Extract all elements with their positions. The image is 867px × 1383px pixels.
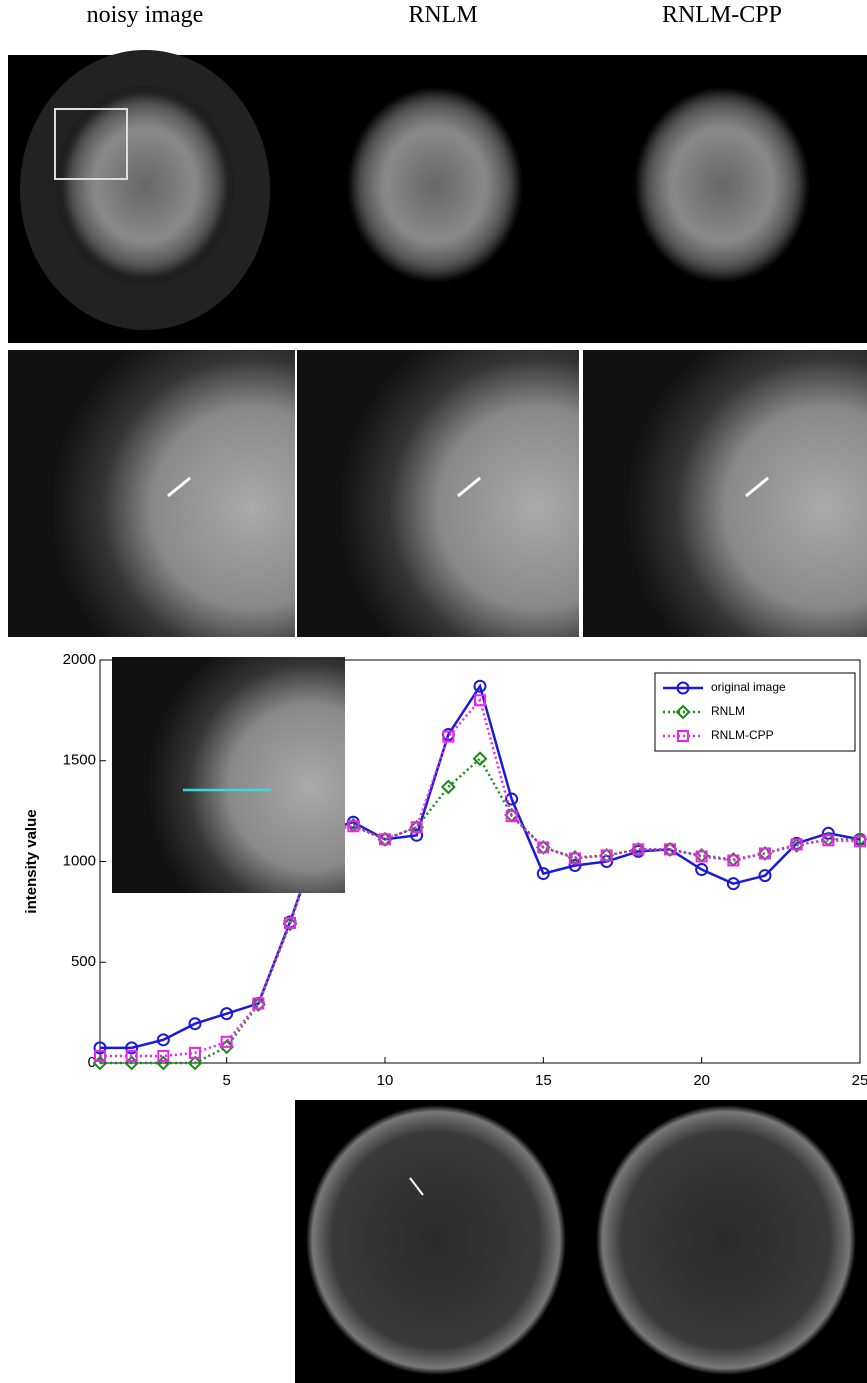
y-tick-label: 2000 (63, 651, 96, 668)
residual (596, 1105, 856, 1375)
legend: original image RNLM RNLM-CPP (655, 673, 855, 751)
brain-row (8, 50, 867, 343)
residual-row (295, 1100, 867, 1383)
figure: noisy image RNLM RNLM-CPP 05001000150020… (0, 0, 867, 1383)
brain (60, 90, 230, 280)
zoom-image (297, 350, 579, 637)
y-tick-label: 1000 (63, 852, 96, 869)
column-header: noisy image (87, 2, 204, 28)
x-tick-label: 25 (852, 1072, 867, 1089)
column-header: RNLM-CPP (662, 2, 782, 28)
brain (350, 90, 520, 280)
zoom-image (8, 350, 295, 637)
legend-label: original image (711, 680, 786, 694)
residual (306, 1105, 566, 1375)
zoom-image (583, 350, 867, 637)
legend-label: RNLM (711, 704, 745, 718)
x-tick-label: 10 (377, 1072, 394, 1089)
column-headers: noisy image RNLM RNLM-CPP (87, 2, 782, 28)
x-tick-label: 20 (693, 1072, 710, 1089)
y-tick-label: 500 (71, 953, 96, 970)
y-axis-label: intensity value (23, 809, 40, 913)
inset (112, 657, 345, 893)
brain (637, 90, 807, 280)
legend-label: RNLM-CPP (711, 728, 774, 742)
y-tick-label: 1500 (63, 752, 96, 769)
column-header: RNLM (408, 2, 477, 28)
x-tick-label: 5 (222, 1072, 230, 1089)
x-tick-label: 15 (535, 1072, 552, 1089)
zoom-row (8, 350, 867, 637)
inset-image (112, 657, 345, 893)
